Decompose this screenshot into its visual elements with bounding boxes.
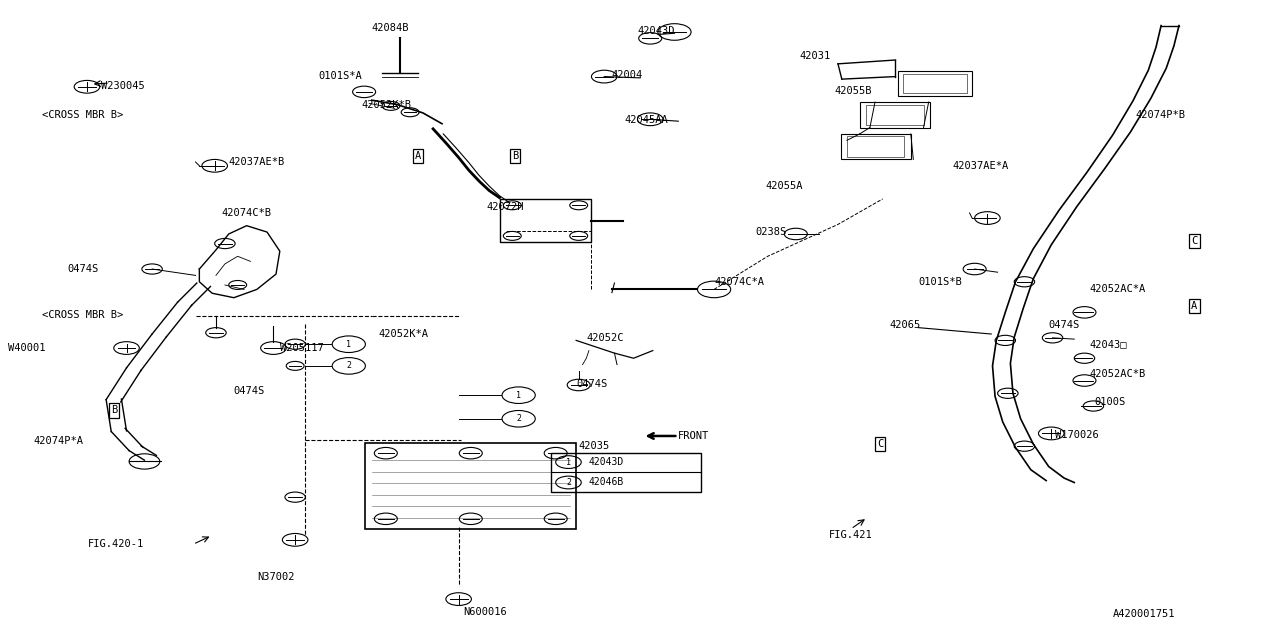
Text: N600016: N600016 xyxy=(463,607,507,617)
Text: 0474S: 0474S xyxy=(576,379,608,388)
Text: C: C xyxy=(1192,236,1197,246)
Text: <CROSS MBR B>: <CROSS MBR B> xyxy=(42,310,123,320)
Text: 42052AC*B: 42052AC*B xyxy=(1089,369,1146,379)
Text: 42052C: 42052C xyxy=(586,333,623,343)
Text: 0474S: 0474S xyxy=(234,387,265,396)
Bar xyxy=(860,102,931,127)
Text: 42055A: 42055A xyxy=(765,181,803,191)
Text: 0474S: 0474S xyxy=(1048,320,1080,330)
Text: 42074C*B: 42074C*B xyxy=(221,208,271,218)
Text: 42074C*A: 42074C*A xyxy=(714,276,764,287)
Text: A420001751: A420001751 xyxy=(1112,609,1175,620)
Text: 1: 1 xyxy=(347,340,351,349)
Text: 2: 2 xyxy=(516,414,521,423)
Bar xyxy=(867,104,924,125)
Bar xyxy=(365,443,576,529)
Text: W205117: W205117 xyxy=(280,343,324,353)
Text: 42065: 42065 xyxy=(890,320,920,330)
Text: 42043□: 42043□ xyxy=(1089,339,1128,349)
Bar xyxy=(550,452,701,492)
Text: 0474S: 0474S xyxy=(68,264,99,274)
Text: FRONT: FRONT xyxy=(678,431,709,441)
Text: 42045AA: 42045AA xyxy=(625,115,668,125)
Text: 42074P*B: 42074P*B xyxy=(1135,110,1185,120)
Text: W230045: W230045 xyxy=(101,81,145,91)
Text: 0101S*A: 0101S*A xyxy=(319,71,362,81)
Text: 42052AC*A: 42052AC*A xyxy=(1089,284,1146,294)
Text: B: B xyxy=(512,150,518,161)
Bar xyxy=(499,199,591,243)
Text: 42035: 42035 xyxy=(579,441,611,451)
Text: 2: 2 xyxy=(566,478,571,487)
Text: 42052K*A: 42052K*A xyxy=(378,329,429,339)
Text: W170026: W170026 xyxy=(1055,429,1098,440)
Text: 42043D: 42043D xyxy=(589,457,625,467)
Text: C: C xyxy=(877,439,883,449)
Text: N37002: N37002 xyxy=(257,572,294,582)
Text: B: B xyxy=(110,406,116,415)
Bar xyxy=(847,136,905,157)
Text: A: A xyxy=(415,150,421,161)
Text: 0238S: 0238S xyxy=(755,227,786,237)
Bar xyxy=(899,72,972,96)
Text: 42037AE*B: 42037AE*B xyxy=(229,157,285,167)
Text: 42084B: 42084B xyxy=(371,23,410,33)
Text: FIG.420-1: FIG.420-1 xyxy=(88,540,145,549)
Text: 42043D: 42043D xyxy=(637,26,675,36)
Bar xyxy=(841,134,911,159)
Text: 1: 1 xyxy=(516,390,521,400)
Text: 42072H: 42072H xyxy=(486,202,525,212)
Text: 1: 1 xyxy=(566,458,571,467)
Text: 42074P*A: 42074P*A xyxy=(33,436,83,446)
Text: W40001: W40001 xyxy=(8,343,45,353)
Text: 2: 2 xyxy=(347,362,351,371)
Text: 42046B: 42046B xyxy=(589,477,625,488)
Text: 42052K*B: 42052K*B xyxy=(361,100,412,109)
Text: FIG.421: FIG.421 xyxy=(829,531,873,540)
Text: 0101S*B: 0101S*B xyxy=(919,276,963,287)
Bar xyxy=(904,74,966,93)
Text: 42037AE*A: 42037AE*A xyxy=(952,161,1009,171)
Text: 42031: 42031 xyxy=(800,51,831,61)
Text: 0100S: 0100S xyxy=(1094,397,1126,406)
Text: <CROSS MBR B>: <CROSS MBR B> xyxy=(42,110,123,120)
Text: 42004: 42004 xyxy=(612,70,643,80)
Text: A: A xyxy=(1192,301,1197,311)
Text: 42055B: 42055B xyxy=(835,86,872,95)
